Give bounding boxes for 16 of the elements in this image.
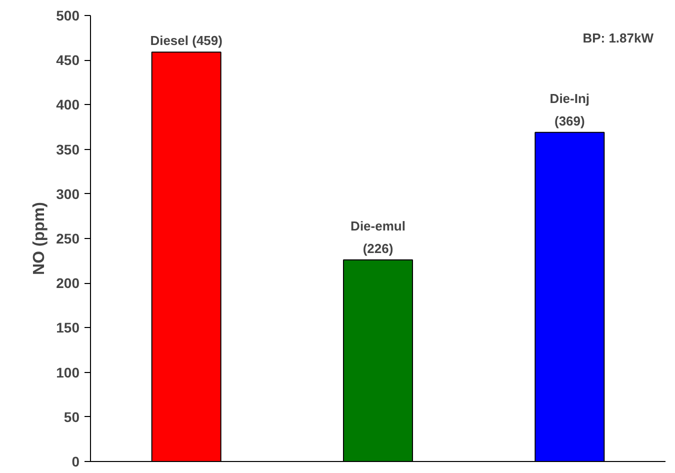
y-tick-label: 450 bbox=[56, 52, 80, 68]
y-axis-title: NO (ppm) bbox=[31, 202, 48, 275]
y-tick-label: 500 bbox=[56, 8, 80, 24]
y-tick-label: 300 bbox=[56, 186, 80, 202]
y-tick-label: 100 bbox=[56, 364, 80, 380]
y-tick-label: 0 bbox=[72, 454, 80, 470]
data-label: Die-Inj (369) bbox=[550, 90, 590, 128]
data-label: Die-emul (226) bbox=[350, 218, 406, 256]
y-tick-label: 200 bbox=[56, 275, 80, 292]
y-tick-label: 250 bbox=[56, 230, 80, 246]
y-tick-label: 400 bbox=[56, 96, 80, 113]
annotation: BP: 1.87kW bbox=[582, 30, 654, 46]
data-label: Diesel (459) bbox=[150, 33, 222, 48]
y-tick-label: 150 bbox=[56, 320, 80, 336]
y-tick-label: 50 bbox=[64, 408, 80, 425]
y-tick-label: 350 bbox=[56, 141, 80, 158]
